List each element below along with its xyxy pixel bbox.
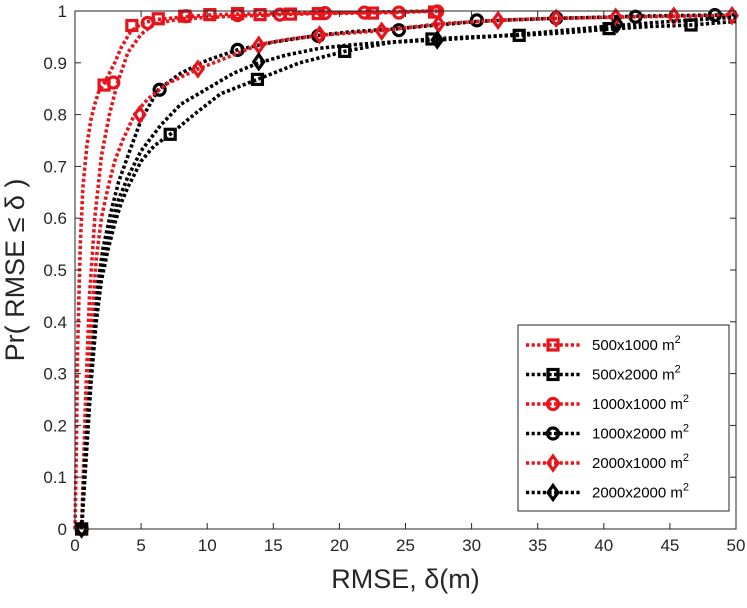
series-marker [140,15,155,31]
legend-marker [546,453,560,473]
series-marker [357,5,372,20]
x-tick-label: 40 [594,536,613,555]
series-line [79,12,737,530]
series-marker [272,7,288,22]
legend-item: 1000x2000 m2 [526,423,689,443]
legend: 500x1000 m2 500x2000 m2 1000x1000 m2 1000x2… [517,324,730,512]
legend-marker [545,426,561,441]
legend-marker [546,367,560,382]
legend-marker [545,396,561,412]
x-tick-label: 20 [330,536,349,555]
legend-label: 500x2000 m2 [592,364,681,384]
series-marker [132,104,147,125]
legend-item: 2000x1000 m2 [526,452,689,473]
series-line [73,9,432,530]
series-marker [125,18,139,33]
legend-item: 2000x2000 m2 [526,482,689,503]
series-marker [163,127,177,141]
x-tick-label: 35 [528,536,547,555]
series-6 [74,14,737,539]
series-line [79,13,733,530]
x-tick-label: 45 [660,536,679,555]
x-axis-label: RMSE, δ(m) [331,564,480,594]
legend-label: 1000x1000 m2 [592,393,689,413]
series-marker [707,8,722,23]
series-marker [610,14,624,34]
x-tick-label: 50 [727,536,746,555]
legend-item: 500x2000 m2 [526,364,681,384]
y-tick-label: 0.4 [43,313,67,332]
y-tick-label: 0.8 [43,106,67,125]
series-marker [431,14,446,34]
ticks-layer: 0 5 10 15 20 25 30 35 40 45 50 0 0.1 0.2 0.3 0.4 0.5 0.6 0… [43,2,745,555]
series-marker [666,6,681,26]
series-marker [608,7,623,27]
legend-item: 1000x1000 m2 [526,393,689,413]
series-marker [312,25,327,45]
legend-item: 500x1000 m2 [526,334,681,354]
series-1 [73,5,442,536]
series-marker [725,5,740,26]
series-marker [317,5,332,21]
y-tick-label: 0 [58,520,67,539]
series-5 [74,5,740,539]
legend-label: 2000x2000 m2 [592,482,689,502]
series-marker [549,8,564,29]
series-line [79,15,737,530]
series-marker [491,10,506,31]
x-tick-label: 15 [264,536,283,555]
series-marker [152,82,167,97]
series-marker [250,72,265,86]
series-marker [203,8,217,22]
series-marker [106,75,121,90]
series-marker [374,21,389,41]
x-tick-label: 0 [70,536,79,555]
legend-label: 1000x2000 m2 [592,423,689,443]
legend-marker [546,482,560,503]
x-tick-label: 5 [136,536,145,555]
x-tick-label: 10 [198,536,217,555]
series-marker [251,52,266,72]
series-marker [391,5,406,20]
y-tick-label: 1 [58,2,67,21]
y-tick-label: 0.2 [43,416,67,435]
legend-marker [546,338,560,352]
series-marker [253,8,267,22]
series-marker [74,519,89,539]
x-tick-label: 30 [462,536,481,555]
series-marker [190,59,205,79]
y-tick-label: 0.9 [43,54,67,73]
legend-box [517,324,730,512]
series-layer [73,4,740,539]
series-marker [430,30,445,50]
y-tick-label: 0.7 [43,157,67,176]
y-tick-label: 0.6 [43,209,67,228]
y-tick-label: 0.3 [43,365,67,384]
series-marker [230,8,245,23]
series-line [79,9,439,530]
y-tick-label: 0.1 [43,468,67,487]
y-axis-label: Pr( RMSE ≤ δ ) [0,179,30,362]
x-tick-label: 25 [396,536,415,555]
legend-label: 2000x1000 m2 [592,452,689,472]
legend-label: 500x1000 m2 [592,334,681,354]
y-tick-label: 0.5 [43,261,67,280]
